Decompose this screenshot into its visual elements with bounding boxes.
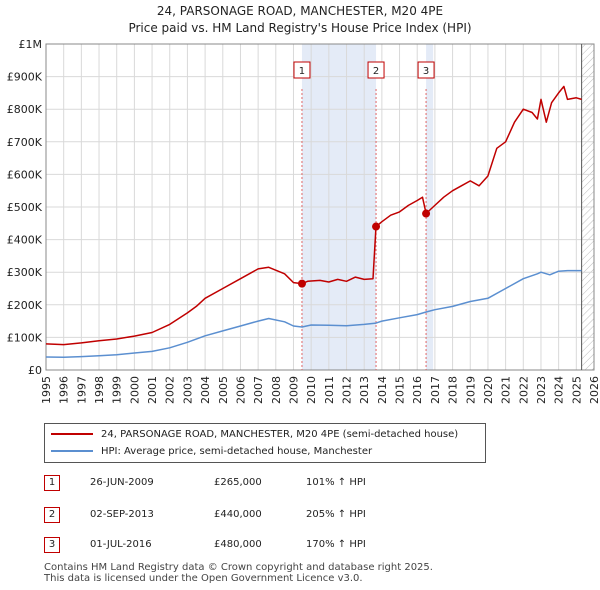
y-tick-label-9: £900K: [7, 71, 43, 84]
x-tick-label-1: 1996: [58, 376, 71, 404]
sale-box-label-3: 3: [423, 66, 429, 77]
legend-hpi: HPI: Average price, semi-detached house,…: [51, 444, 372, 460]
sale-box-label-1: 1: [299, 66, 305, 77]
sale-marker-2: 2: [44, 507, 60, 523]
sale-row-1: 1 26-JUN-2009 £265,000 101% ↑ HPI: [44, 475, 564, 491]
legend: 24, PARSONAGE ROAD, MANCHESTER, M20 4PE …: [44, 423, 486, 463]
property-price-line: [45, 85, 582, 346]
x-tick-label-2: 1997: [75, 376, 88, 404]
legend-hpi-label: HPI: Average price, semi-detached house,…: [101, 446, 373, 457]
sale-price-1: £265,000: [214, 477, 262, 488]
sale-point-2: [372, 222, 381, 231]
x-tick-label-6: 2001: [146, 376, 159, 404]
x-tick-label-27: 2022: [517, 376, 530, 404]
sale-marker-3: 3: [44, 537, 60, 553]
x-tick-label-4: 1999: [111, 376, 124, 404]
chart-subtitle: Price paid vs. HM Land Registry's House …: [128, 21, 472, 35]
x-tick-label-11: 2006: [234, 376, 247, 404]
y-tick-label-10: £1M: [19, 38, 43, 51]
x-tick-label-7: 2002: [164, 376, 177, 404]
sale-date-1: 26-JUN-2009: [90, 477, 154, 488]
x-tick-label-10: 2005: [217, 376, 230, 404]
x-tick-label-20: 2015: [394, 376, 407, 404]
y-tick-label-1: £100K: [7, 331, 43, 344]
x-tick-label-0: 1995: [40, 376, 53, 404]
x-tick-label-9: 2004: [199, 376, 212, 404]
x-tick-label-5: 2000: [128, 376, 141, 404]
x-tick-label-28: 2023: [535, 376, 548, 404]
x-tick-label-29: 2024: [553, 376, 566, 404]
x-tick-label-30: 2025: [570, 376, 583, 404]
legend-hpi-swatch: [51, 450, 93, 452]
legend-property-label: 24, PARSONAGE ROAD, MANCHESTER, M20 4PE …: [101, 429, 459, 440]
x-tick-label-21: 2016: [411, 376, 424, 404]
sale-hpi-2: 205% ↑ HPI: [306, 509, 366, 520]
x-tick-label-15: 2010: [305, 376, 318, 404]
x-tick-label-25: 2020: [482, 376, 495, 404]
x-tick-label-13: 2008: [270, 376, 283, 404]
x-tick-label-14: 2009: [287, 376, 300, 404]
y-tick-label-8: £800K: [7, 103, 43, 116]
sale-date-3: 01-JUL-2016: [90, 539, 152, 550]
legend-property-swatch: [51, 433, 93, 435]
sale-box-1: [293, 61, 311, 79]
x-tick-label-23: 2018: [447, 376, 460, 404]
sale-date-2: 02-SEP-2013: [90, 509, 154, 520]
sale-box-label-2: 2: [373, 66, 379, 77]
footer: Contains HM Land Registry data © Crown c…: [44, 562, 433, 584]
sale-point-3: [422, 209, 431, 218]
sale-box-3: [417, 61, 435, 79]
y-tick-label-3: £300K: [7, 266, 43, 279]
y-tick-label-6: £600K: [7, 168, 43, 181]
sale-point-1: [297, 279, 306, 288]
y-tick-label-5: £500K: [7, 201, 43, 214]
footer-copyright: Contains HM Land Registry data © Crown c…: [44, 562, 433, 573]
x-tick-label-31: 2026: [588, 376, 600, 404]
x-tick-label-12: 2007: [252, 376, 265, 404]
y-tick-label-7: £700K: [7, 136, 43, 149]
sale-hpi-3: 170% ↑ HPI: [306, 539, 366, 550]
x-tick-label-16: 2011: [323, 376, 336, 404]
x-tick-label-19: 2014: [376, 376, 389, 404]
plot-frame: [45, 43, 595, 371]
y-tick-label-2: £200K: [7, 299, 43, 312]
footer-licence: This data is licensed under the Open Gov…: [44, 573, 363, 584]
sale-price-2: £440,000: [214, 509, 262, 520]
sale-marker-1: 1: [44, 475, 60, 491]
sale-hpi-1: 101% ↑ HPI: [306, 477, 366, 488]
x-tick-label-24: 2019: [464, 376, 477, 404]
x-tick-label-26: 2021: [500, 376, 513, 404]
sale-row-2: 2 02-SEP-2013 £440,000 205% ↑ HPI: [44, 507, 564, 523]
y-tick-label-4: £400K: [7, 234, 43, 247]
sale-row-3: 3 01-JUL-2016 £480,000 170% ↑ HPI: [44, 537, 564, 553]
chart-title: 24, PARSONAGE ROAD, MANCHESTER, M20 4PE: [156, 4, 444, 18]
hpi-line: [45, 269, 582, 359]
y-tick-label-0: £0: [28, 364, 42, 377]
x-tick-label-3: 1998: [93, 376, 106, 404]
sale-box-2: [367, 61, 385, 79]
sale-price-3: £480,000: [214, 539, 262, 550]
x-tick-label-18: 2013: [358, 376, 371, 404]
price-chart: 1 2 3 £0 £100K £200K £300K £400K £500K £600K £700…: [7, 38, 600, 404]
x-tick-label-8: 2003: [181, 376, 194, 404]
x-tick-label-17: 2012: [341, 376, 354, 404]
x-tick-label-22: 2017: [429, 376, 442, 404]
legend-property: 24, PARSONAGE ROAD, MANCHESTER, M20 4PE …: [51, 427, 458, 443]
